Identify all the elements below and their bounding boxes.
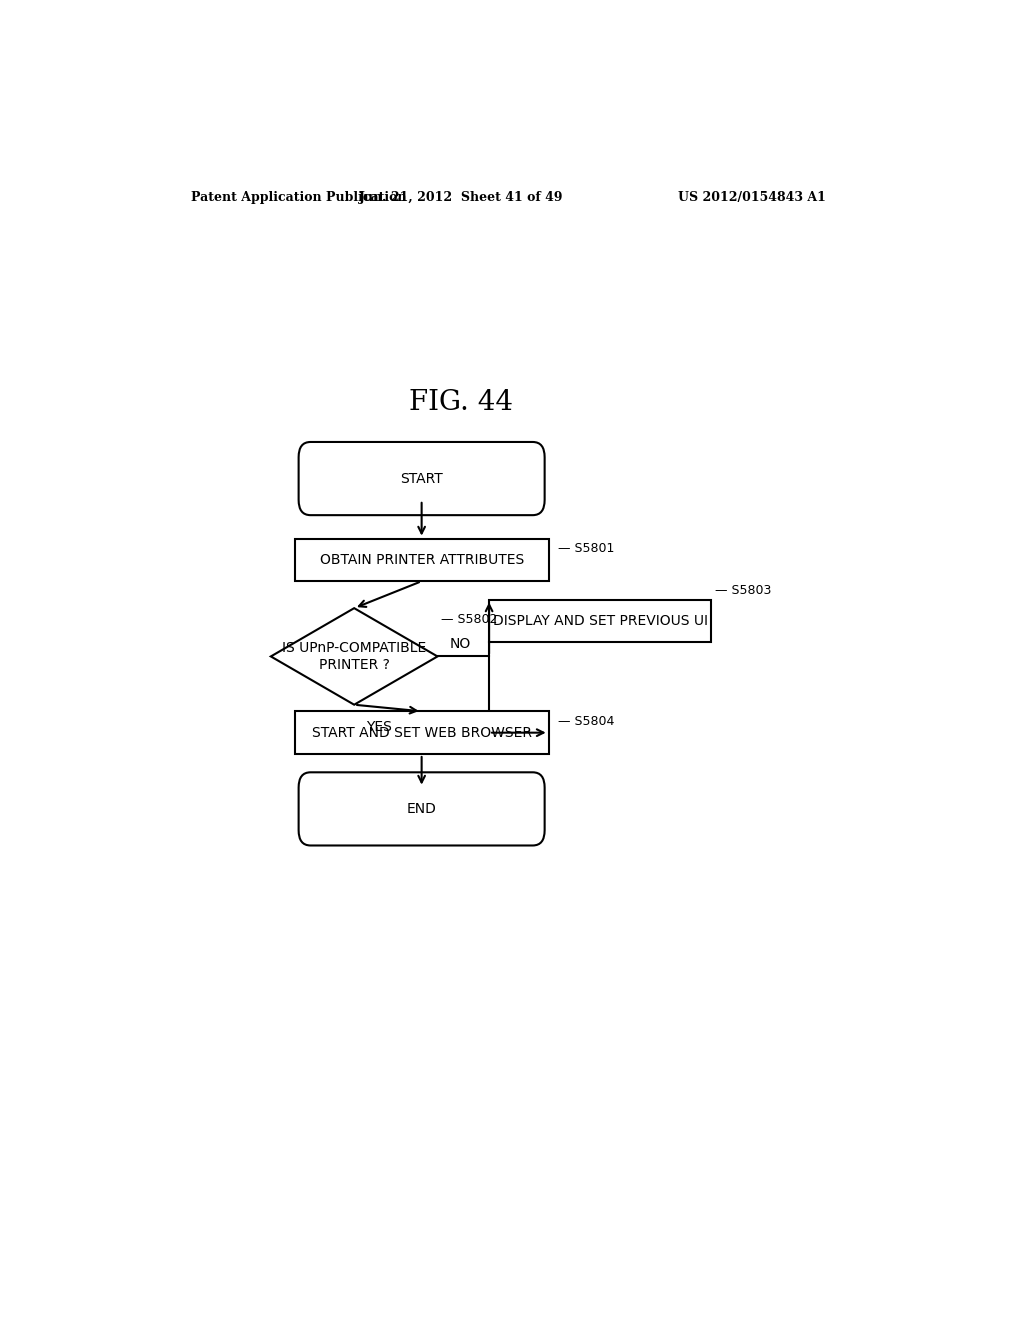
Polygon shape [270,609,437,705]
Text: START AND SET WEB BROWSER: START AND SET WEB BROWSER [311,726,531,739]
Text: OBTAIN PRINTER ATTRIBUTES: OBTAIN PRINTER ATTRIBUTES [319,553,523,566]
Text: NO: NO [450,638,471,651]
Text: START: START [400,471,443,486]
Bar [295,711,549,754]
FancyBboxPatch shape [299,442,545,515]
Text: FIG. 44: FIG. 44 [410,389,513,416]
Text: — S5802: — S5802 [441,614,498,626]
Text: DISPLAY AND SET PREVIOUS UI: DISPLAY AND SET PREVIOUS UI [493,614,708,628]
Text: US 2012/0154843 A1: US 2012/0154843 A1 [679,190,826,203]
Text: Patent Application Publication: Patent Application Publication [191,190,407,203]
Text: — S5801: — S5801 [558,541,614,554]
Bar [295,539,549,581]
Text: — S5804: — S5804 [558,714,614,727]
Text: END: END [407,801,436,816]
Text: Jun. 21, 2012  Sheet 41 of 49: Jun. 21, 2012 Sheet 41 of 49 [359,190,563,203]
Text: — S5803: — S5803 [715,585,772,598]
FancyBboxPatch shape [299,772,545,846]
Text: YES: YES [367,719,392,734]
Bar [489,599,712,643]
Text: IS UPnP-COMPATIBLE
PRINTER ?: IS UPnP-COMPATIBLE PRINTER ? [282,642,426,672]
